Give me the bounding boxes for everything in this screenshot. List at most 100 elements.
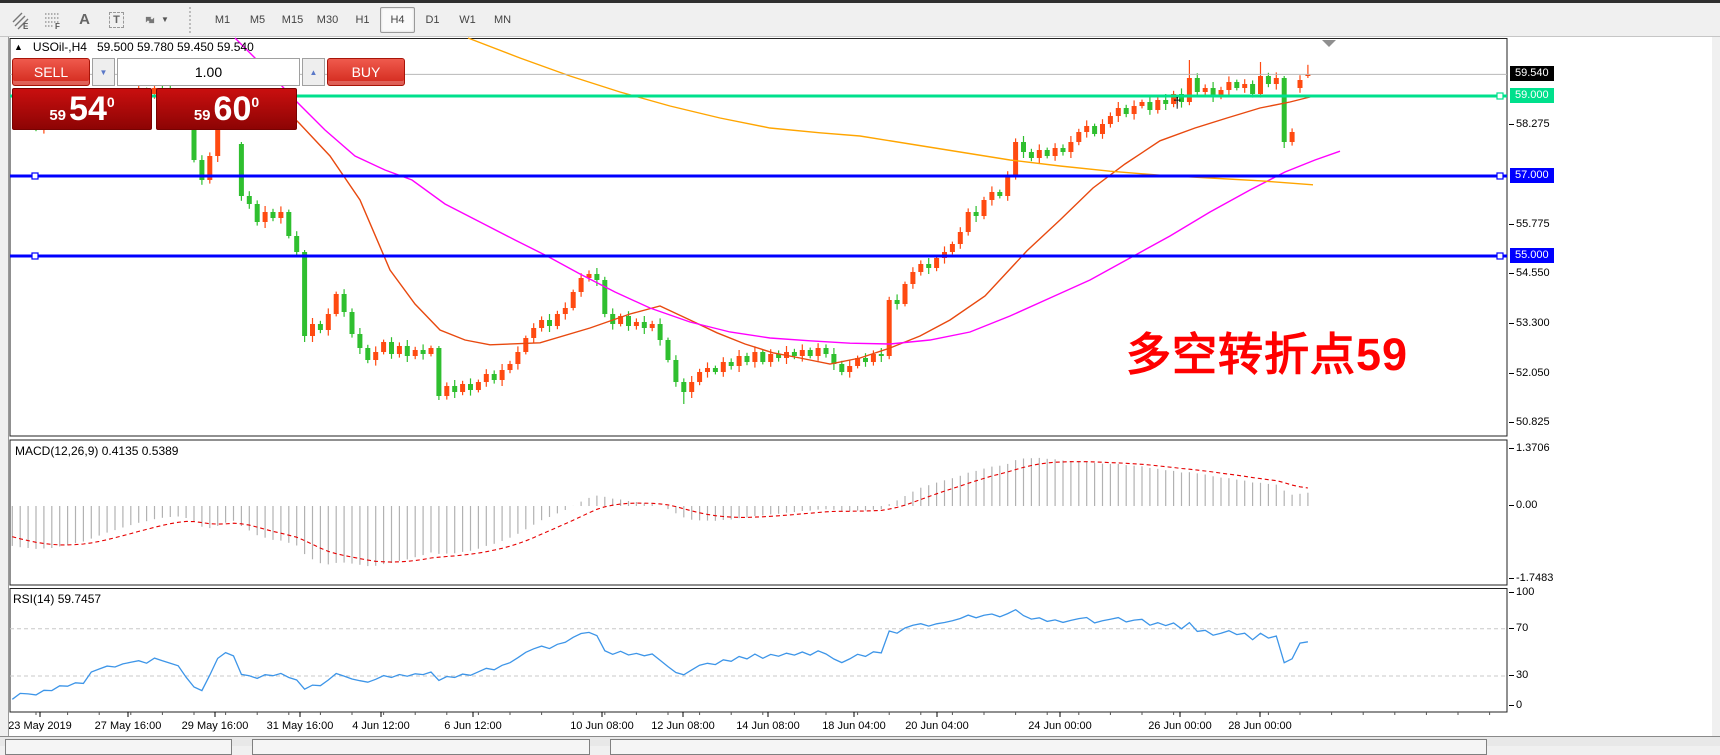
dock-box[interactable] — [5, 739, 232, 755]
price-tick: 55.775 — [1509, 218, 1550, 230]
text-label-button[interactable]: A — [70, 6, 99, 34]
rsi-tick: 100 — [1508, 586, 1535, 598]
rsi-line — [11, 608, 1309, 700]
hline-handle[interactable] — [1496, 92, 1504, 100]
tab-w1[interactable]: W1 — [459, 13, 476, 26]
macd-tick: 1.3706 — [1509, 442, 1550, 454]
volume-input[interactable] — [117, 58, 300, 86]
chart-text-annotation[interactable]: 多空转折点59 — [1126, 329, 1409, 380]
time-label: 24 Jun 00:00 — [1028, 720, 1092, 732]
text-label-icon: A — [79, 11, 90, 28]
collapse-panel-icon[interactable]: ▲ — [14, 42, 23, 52]
toolbar-separator[interactable] — [189, 6, 197, 33]
sell-button[interactable]: SELL — [12, 58, 90, 86]
symbol-timeframe: USOil-,H4 — [32, 40, 87, 54]
sell-price-big: 54 — [69, 90, 107, 128]
chevron-down-icon: ▼ — [161, 15, 169, 24]
price-tick: 53.300 — [1509, 317, 1550, 329]
rsi-tick: 70 — [1508, 622, 1529, 634]
price-badge-57.000[interactable]: 57.000 — [1510, 168, 1554, 183]
volume-decrease-button[interactable]: ▼ — [92, 58, 115, 86]
time-label: 6 Jun 12:00 — [444, 720, 502, 732]
draw-channel-button[interactable]: E — [6, 6, 35, 34]
tab-m30[interactable]: M30 — [316, 13, 339, 26]
macd-signal-line — [12, 461, 1308, 563]
time-label: 28 Jun 00:00 — [1228, 720, 1292, 732]
tab-m1[interactable]: M1 — [214, 13, 231, 26]
chart-canvas[interactable]: † 23 May 2019 27 May 16:00 29 May 16:00 31 M… — [9, 37, 1508, 736]
fibonacci-icon: F — [44, 12, 60, 30]
tab-mn[interactable]: MN — [493, 13, 512, 26]
hline-handle[interactable] — [1496, 172, 1504, 180]
one-click-trading-panel: SELL ▼ ▲ BUY 59 54 0 59 60 0 — [12, 58, 405, 130]
dock-box[interactable] — [610, 739, 1487, 755]
macd-histogram — [11, 457, 1309, 567]
draw-fibonacci-button[interactable]: F — [38, 6, 67, 34]
tab-h4[interactable]: H4 — [380, 6, 415, 33]
buy-button[interactable]: BUY — [327, 58, 405, 86]
time-axis[interactable]: 23 May 2019 27 May 16:00 29 May 16:00 31 Ma… — [9, 712, 1491, 732]
time-label: 10 Jun 08:00 — [570, 720, 634, 732]
rsi-indicator-label: RSI(14) 59.7457 — [13, 592, 102, 606]
quote-line: ▲ USOil-,H4 59.500 59.780 59.450 59.540 — [14, 40, 254, 54]
right-window-edge — [1712, 37, 1720, 736]
bottom-dock-strip — [0, 736, 1720, 755]
rsi-tick: 30 — [1508, 669, 1529, 681]
macd-tick: 0.00 — [1508, 499, 1538, 511]
time-label: 31 May 16:00 — [267, 720, 334, 732]
rsi-tick: 0 — [1508, 699, 1523, 711]
time-label: 14 Jun 08:00 — [736, 720, 800, 732]
arrows-icon — [145, 16, 155, 23]
macd-indicator-label: MACD(12,26,9) 0.4135 0.5389 — [15, 444, 179, 458]
price-tick: 54.550 — [1509, 267, 1550, 279]
price-badge-59.540: 59.540 — [1510, 66, 1554, 81]
volume-increase-button[interactable]: ▲ — [302, 58, 325, 86]
main-toolbar: E F A T ▼ M1 M5 M15 M30 H1 H4 D1 W1 MN — [0, 3, 1720, 37]
price-axis[interactable]: 58.275 55.775 54.550 53.300 52.050 50.825 59.5… — [1508, 37, 1712, 736]
scroll-end-icon[interactable] — [1322, 40, 1336, 47]
sell-price-tile[interactable]: 59 54 0 — [12, 88, 152, 130]
tab-h1[interactable]: H1 — [355, 13, 370, 26]
rsi-panel — [9, 588, 1508, 713]
price-badge-55.000[interactable]: 55.000 — [1510, 248, 1554, 263]
ma-mid-line[interactable] — [234, 37, 1341, 345]
price-tick: 52.050 — [1509, 367, 1550, 379]
price-tick: 58.275 — [1509, 118, 1550, 130]
text-box-icon: T — [109, 11, 124, 28]
time-label: 29 May 16:00 — [182, 720, 249, 732]
tab-m15[interactable]: M15 — [281, 13, 304, 26]
price-badge-59.000[interactable]: 59.000 — [1510, 88, 1554, 103]
hline-handle[interactable] — [31, 252, 39, 260]
price-tick: 50.825 — [1509, 416, 1550, 428]
text-box-button[interactable]: T — [102, 6, 131, 34]
buy-price-big: 60 — [213, 90, 252, 128]
time-label: 18 Jun 04:00 — [822, 720, 886, 732]
time-label: 26 Jun 00:00 — [1148, 720, 1212, 732]
time-label: 12 Jun 08:00 — [651, 720, 715, 732]
buy-price-prefix: 59 — [193, 106, 211, 124]
equidistant-channel-icon: E — [12, 12, 29, 30]
arrows-tool-button[interactable]: ▼ — [134, 6, 176, 34]
svg-text:F: F — [55, 22, 60, 30]
time-label: 23 May 2019 — [9, 720, 72, 732]
left-window-edge — [0, 37, 9, 736]
macd-panel — [9, 439, 1508, 586]
buy-price-sup: 0 — [251, 94, 260, 110]
time-label: 4 Jun 12:00 — [352, 720, 410, 732]
buy-price-tile[interactable]: 59 60 0 — [156, 88, 297, 130]
tab-d1[interactable]: D1 — [425, 13, 440, 26]
dock-box[interactable] — [252, 739, 590, 755]
macd-tick: -1.7483 — [1508, 572, 1554, 584]
hline-handle[interactable] — [1496, 252, 1504, 260]
quote-ohlc: 59.500 59.780 59.450 59.540 — [96, 40, 254, 54]
time-label: 27 May 16:00 — [95, 720, 162, 732]
svg-text:E: E — [23, 22, 29, 30]
time-label: 20 Jun 04:00 — [905, 720, 969, 732]
tab-m5[interactable]: M5 — [249, 13, 266, 26]
cross-marker-icon[interactable]: † — [1173, 95, 1181, 112]
window-top-edge — [0, 0, 1720, 3]
sell-price-prefix: 59 — [49, 106, 67, 124]
sell-price-sup: 0 — [106, 94, 115, 110]
ma-fast-line[interactable] — [267, 91, 1315, 365]
hline-handle[interactable] — [31, 172, 39, 180]
